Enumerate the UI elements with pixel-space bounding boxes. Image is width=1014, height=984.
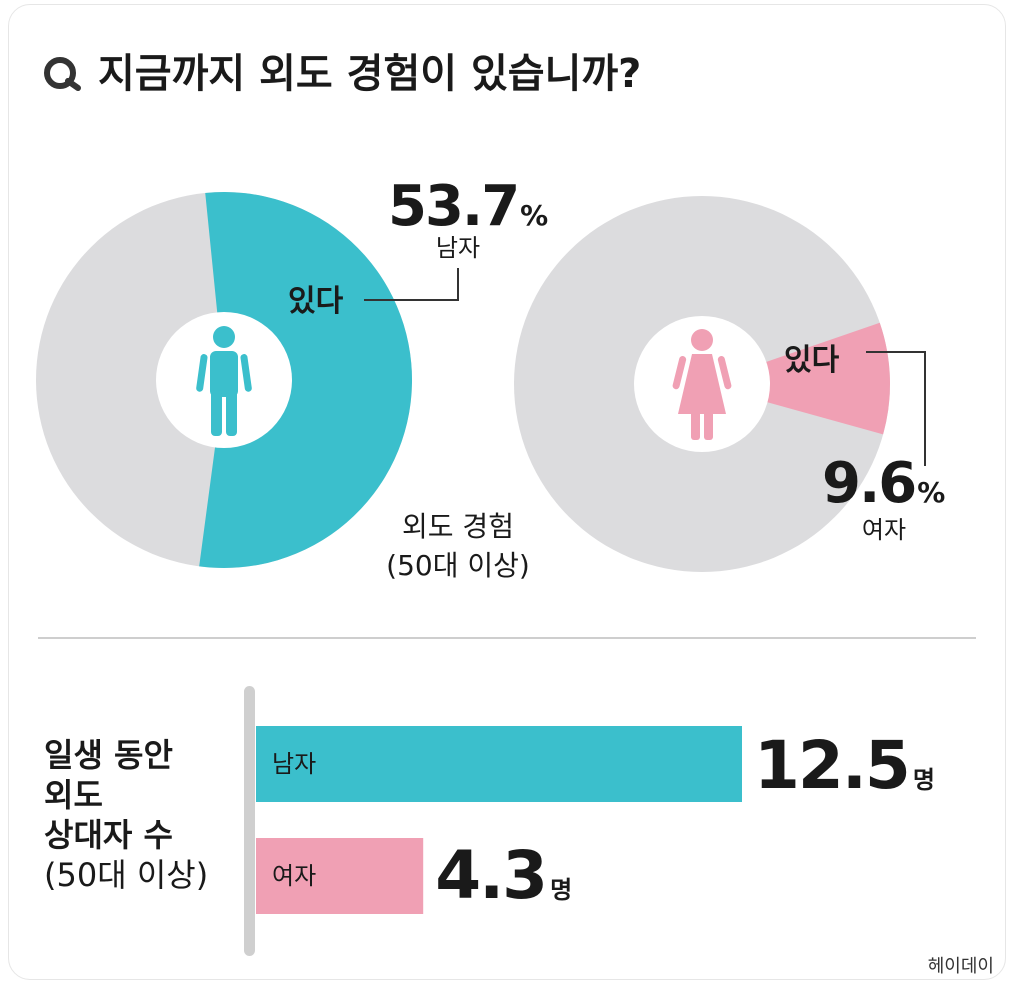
source-credit: 헤이데이 [928,956,994,977]
bar-category-male: 남자 [272,750,316,778]
value-male: 53.7% [388,174,548,239]
group-label-female: 여자 [862,516,906,544]
bar-male [256,726,742,802]
slice-label-male: 있다 [288,284,344,319]
bar-chart-title: 일생 동안 외도 상대자 수 (50대 이상) [44,736,208,894]
chart-subtitle-age: (50대 이상) [386,549,530,582]
bar-female [256,838,424,914]
value-female: 9.6% [822,451,945,516]
donut-slice-female [702,322,891,435]
chart-subtitle: 외도 경험 [402,510,514,543]
bar-title-line-4: (50대 이상) [44,856,208,894]
bar-value-female-number: 4.3 [435,837,546,914]
search-icon [44,57,81,91]
donut-chart-male: 있다 53.7% 남자 [36,174,550,568]
male-person-icon [196,326,252,436]
bar-value-male-number: 12.5 [754,727,909,804]
callout-line-female [866,351,926,466]
value-female-unit: % [917,476,945,509]
value-male-unit: % [520,199,548,232]
bar-axis [244,686,255,956]
bar-value-female: 4.3 명 [435,837,570,914]
page-title: 지금까지 외도 경험이 있습니까? [98,51,641,97]
value-male-number: 53.7 [388,174,518,239]
bar-title-line-3: 상대자 수 [44,816,173,854]
bar-value-female-unit: 명 [550,876,570,904]
donut-chart-female: 있다 9.6% 여자 [514,196,947,572]
slice-label-female: 있다 [784,343,840,378]
bar-category-female: 여자 [272,862,316,890]
donut-slice-male [199,191,413,568]
bar-value-male: 12.5 명 [754,727,933,804]
female-person-icon [672,329,732,440]
group-label-male: 남자 [436,234,480,262]
bar-title-line-2: 외도 [44,776,103,814]
bar-value-male-unit: 명 [913,766,933,794]
value-female-number: 9.6 [822,451,915,516]
callout-line-male [364,268,459,301]
bar-title-line-1: 일생 동안 [44,736,173,774]
